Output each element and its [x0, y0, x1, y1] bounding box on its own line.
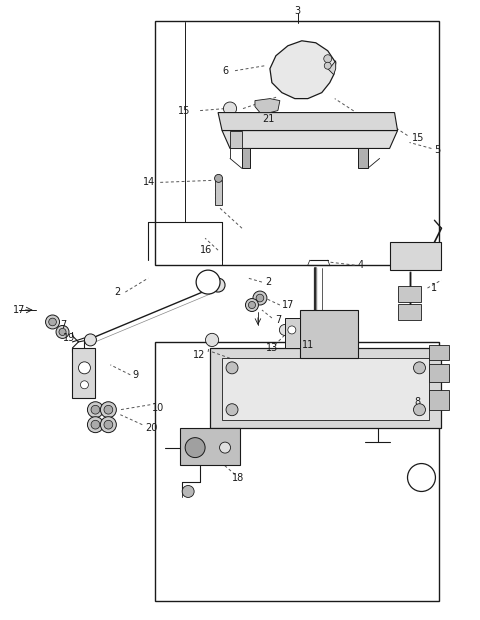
Circle shape [211, 278, 225, 292]
Circle shape [87, 402, 103, 418]
Text: 4: 4 [358, 260, 364, 270]
Text: 17: 17 [12, 305, 25, 315]
Text: 9: 9 [132, 370, 138, 380]
Text: 6: 6 [222, 66, 228, 76]
Circle shape [408, 464, 435, 492]
Text: 16: 16 [200, 245, 212, 255]
Polygon shape [180, 428, 240, 464]
Circle shape [56, 326, 69, 339]
Text: 2: 2 [114, 287, 120, 297]
Text: 12: 12 [193, 350, 205, 360]
Polygon shape [210, 348, 442, 428]
Circle shape [91, 405, 100, 414]
Text: 3: 3 [295, 6, 301, 16]
Circle shape [182, 485, 194, 497]
Polygon shape [430, 364, 449, 382]
Circle shape [104, 420, 113, 429]
Text: 17: 17 [282, 300, 294, 310]
Circle shape [413, 362, 425, 374]
Text: 15: 15 [178, 105, 190, 115]
Polygon shape [222, 358, 430, 420]
Polygon shape [358, 148, 368, 169]
Polygon shape [218, 113, 397, 131]
Text: 8: 8 [415, 397, 420, 407]
Polygon shape [72, 348, 96, 398]
Text: 7: 7 [275, 315, 281, 325]
Circle shape [215, 174, 223, 182]
Bar [155, 342, 439, 601]
Circle shape [219, 442, 230, 453]
Circle shape [91, 420, 100, 429]
Circle shape [378, 114, 391, 127]
Polygon shape [222, 131, 397, 148]
Circle shape [413, 404, 425, 415]
Text: 10: 10 [152, 403, 165, 413]
Bar [155, 21, 439, 265]
Polygon shape [430, 390, 449, 410]
Polygon shape [230, 131, 242, 148]
Circle shape [185, 438, 205, 458]
Bar [397, 304, 421, 320]
Circle shape [78, 362, 90, 374]
Circle shape [48, 318, 56, 326]
Text: 11: 11 [302, 340, 314, 350]
Polygon shape [430, 345, 449, 360]
Text: 14: 14 [143, 177, 155, 187]
Circle shape [59, 329, 66, 335]
Text: A: A [205, 278, 211, 286]
Text: 15: 15 [411, 133, 424, 143]
Text: 7: 7 [60, 320, 67, 330]
Circle shape [226, 362, 238, 374]
Circle shape [324, 55, 332, 63]
Polygon shape [390, 242, 442, 270]
Circle shape [87, 417, 103, 433]
Circle shape [100, 417, 116, 433]
Circle shape [279, 324, 290, 335]
Polygon shape [242, 148, 250, 169]
Circle shape [253, 291, 267, 305]
Circle shape [288, 326, 296, 334]
Polygon shape [215, 180, 222, 205]
Bar [397, 286, 421, 302]
Circle shape [324, 62, 331, 69]
Text: 2: 2 [265, 277, 271, 287]
Text: 20: 20 [145, 423, 157, 433]
Text: A: A [419, 473, 424, 482]
Polygon shape [285, 318, 300, 348]
Circle shape [100, 402, 116, 418]
Circle shape [224, 102, 237, 115]
Text: 13: 13 [265, 343, 278, 353]
Polygon shape [255, 99, 280, 113]
Circle shape [84, 334, 96, 346]
Circle shape [249, 301, 255, 309]
Circle shape [46, 315, 60, 329]
Circle shape [226, 404, 238, 415]
Text: 19: 19 [62, 333, 75, 343]
Text: 21: 21 [263, 113, 275, 123]
Polygon shape [270, 41, 336, 99]
Circle shape [245, 299, 258, 311]
Text: 18: 18 [232, 472, 244, 482]
Circle shape [256, 294, 264, 302]
Circle shape [81, 381, 88, 389]
Circle shape [104, 405, 113, 414]
Text: 5: 5 [434, 146, 441, 156]
Text: 1: 1 [432, 283, 438, 293]
Polygon shape [300, 310, 358, 358]
Circle shape [196, 270, 220, 294]
Circle shape [205, 334, 219, 347]
Polygon shape [328, 61, 336, 74]
